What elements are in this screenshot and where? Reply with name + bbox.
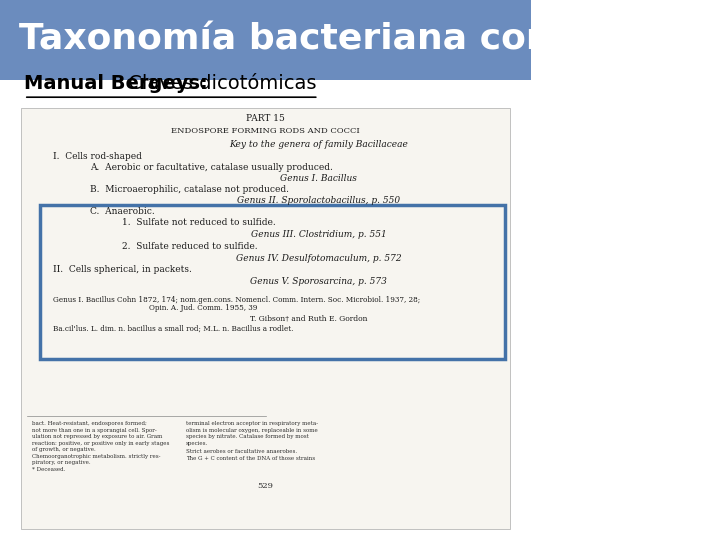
Text: I.  Cells rod-shaped: I. Cells rod-shaped bbox=[53, 152, 142, 161]
Text: terminal electron acceptor in respiratory meta-: terminal electron acceptor in respirator… bbox=[186, 421, 318, 427]
Text: 1.  Sulfate not reduced to sulfide.: 1. Sulfate not reduced to sulfide. bbox=[122, 218, 276, 227]
Text: Ba.cil'lus. L. dim. n. bacillus a small rod; M.L. n. Bacillus a rodlet.: Ba.cil'lus. L. dim. n. bacillus a small … bbox=[53, 325, 294, 332]
Text: olism is molecular oxygen, replaceable in some: olism is molecular oxygen, replaceable i… bbox=[186, 428, 318, 433]
Text: Claves dicotómicas: Claves dicotómicas bbox=[122, 74, 317, 93]
Text: Opin. A. Jud. Comm. 1955, 39: Opin. A. Jud. Comm. 1955, 39 bbox=[149, 304, 257, 312]
Text: 2.  Sulfate reduced to sulfide.: 2. Sulfate reduced to sulfide. bbox=[122, 242, 258, 251]
Text: bact. Heat-resistant, endospores formed;: bact. Heat-resistant, endospores formed; bbox=[32, 421, 147, 427]
Text: Genus V. Sporosarcina, p. 573: Genus V. Sporosarcina, p. 573 bbox=[251, 278, 387, 286]
Text: ENDOSPORE FORMING RODS AND COCCI: ENDOSPORE FORMING RODS AND COCCI bbox=[171, 127, 360, 134]
Text: Genus I. Bacillus: Genus I. Bacillus bbox=[280, 174, 357, 183]
Text: II.  Cells spherical, in packets.: II. Cells spherical, in packets. bbox=[53, 266, 192, 274]
Text: 529: 529 bbox=[258, 482, 274, 490]
Text: B.  Microaerophilic, catalase not produced.: B. Microaerophilic, catalase not produce… bbox=[90, 185, 289, 194]
Text: Genus I. Bacillus Cohn 1872, 174; nom.gen.cons. Nomencl. Comm. Intern. Soc. Micr: Genus I. Bacillus Cohn 1872, 174; nom.ge… bbox=[53, 296, 420, 303]
Text: PART 15: PART 15 bbox=[246, 114, 285, 123]
Text: piratory, or negative.: piratory, or negative. bbox=[32, 460, 91, 465]
Text: not more than one in a sporangial cell. Spor-: not more than one in a sporangial cell. … bbox=[32, 428, 157, 433]
Text: Genus IV. Desulfotomaculum, p. 572: Genus IV. Desulfotomaculum, p. 572 bbox=[236, 254, 402, 262]
Text: Manual Bergeys:: Manual Bergeys: bbox=[24, 74, 207, 93]
Text: species by nitrate. Catalase formed by most: species by nitrate. Catalase formed by m… bbox=[186, 434, 309, 440]
Text: Genus II. Sporolactobacillus, p. 550: Genus II. Sporolactobacillus, p. 550 bbox=[237, 197, 400, 205]
Text: * Deceased.: * Deceased. bbox=[32, 467, 66, 472]
Text: C.  Anaerobic.: C. Anaerobic. bbox=[90, 207, 155, 216]
Text: reaction: positive, or positive only in early stages: reaction: positive, or positive only in … bbox=[32, 441, 169, 446]
Text: ulation not repressed by exposure to air. Gram: ulation not repressed by exposure to air… bbox=[32, 434, 162, 440]
Text: of growth, or negative.: of growth, or negative. bbox=[32, 447, 96, 453]
Text: The G + C content of the DNA of those strains: The G + C content of the DNA of those st… bbox=[186, 456, 315, 461]
Text: A.  Aerobic or facultative, catalase usually produced.: A. Aerobic or facultative, catalase usua… bbox=[90, 164, 333, 172]
Text: T. Gibson† and Ruth E. Gordon: T. Gibson† and Ruth E. Gordon bbox=[250, 314, 367, 322]
Text: Key to the genera of family Bacillaceae: Key to the genera of family Bacillaceae bbox=[229, 140, 408, 149]
FancyBboxPatch shape bbox=[0, 0, 531, 80]
Text: species.: species. bbox=[186, 441, 208, 446]
FancyBboxPatch shape bbox=[22, 108, 510, 529]
Text: Strict aerobes or facultative anaerobes.: Strict aerobes or facultative anaerobes. bbox=[186, 449, 297, 455]
Text: Genus III. Clostridium, p. 551: Genus III. Clostridium, p. 551 bbox=[251, 231, 387, 239]
Text: Chemoorganotrophic metabolism. strictly res-: Chemoorganotrophic metabolism. strictly … bbox=[32, 454, 161, 459]
Text: Taxonomía bacteriana convencional: Taxonomía bacteriana convencional bbox=[19, 23, 720, 57]
